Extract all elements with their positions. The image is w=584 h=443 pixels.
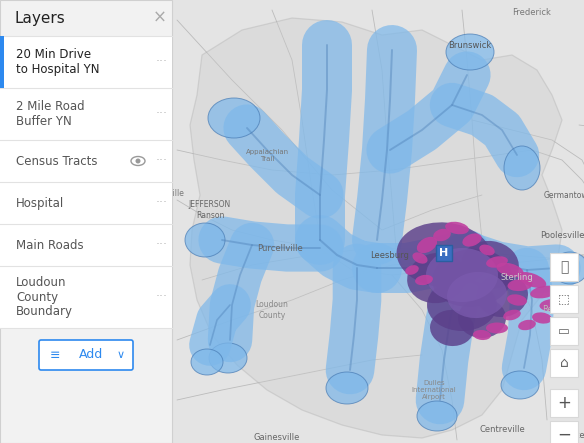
Text: Loudoun
County
Boundary: Loudoun County Boundary (16, 276, 73, 319)
Ellipse shape (463, 233, 482, 247)
Text: Frederick: Frederick (513, 8, 551, 16)
Ellipse shape (417, 401, 457, 431)
Ellipse shape (405, 265, 419, 275)
FancyBboxPatch shape (550, 317, 578, 345)
Text: 2 Mile Road
Buffer YN: 2 Mile Road Buffer YN (16, 100, 85, 128)
Ellipse shape (461, 241, 519, 289)
FancyBboxPatch shape (0, 266, 172, 328)
Ellipse shape (326, 372, 368, 404)
Ellipse shape (496, 263, 524, 277)
Ellipse shape (530, 286, 558, 299)
Text: Germantow: Germantow (544, 190, 584, 199)
FancyBboxPatch shape (0, 36, 172, 88)
Ellipse shape (412, 253, 427, 264)
FancyBboxPatch shape (550, 253, 578, 281)
Text: Hospital: Hospital (16, 197, 64, 210)
FancyBboxPatch shape (0, 140, 172, 182)
Text: Layers: Layers (14, 11, 65, 26)
Ellipse shape (503, 310, 521, 320)
Text: Main Roads: Main Roads (16, 238, 84, 252)
Ellipse shape (426, 248, 498, 302)
Text: JEFFERSON
Ranson: JEFFERSON Ranson (189, 200, 231, 220)
Ellipse shape (446, 34, 494, 70)
Ellipse shape (209, 343, 247, 373)
FancyBboxPatch shape (0, 88, 172, 140)
Text: ···: ··· (156, 291, 168, 303)
Ellipse shape (507, 294, 527, 306)
Ellipse shape (532, 312, 552, 324)
Text: ×: × (153, 9, 167, 27)
Text: ville: ville (169, 189, 185, 198)
Ellipse shape (432, 249, 512, 307)
Ellipse shape (518, 320, 536, 330)
FancyBboxPatch shape (550, 285, 578, 313)
Text: ▭: ▭ (558, 325, 570, 338)
Text: ···: ··· (156, 108, 168, 120)
Ellipse shape (447, 272, 507, 318)
FancyBboxPatch shape (550, 421, 578, 443)
Text: Centreville: Centreville (479, 425, 525, 435)
Ellipse shape (407, 253, 467, 303)
Ellipse shape (433, 229, 451, 241)
Text: ⌂: ⌂ (559, 356, 568, 370)
Text: Reston: Reston (543, 306, 571, 315)
Text: Add: Add (79, 349, 103, 361)
FancyBboxPatch shape (39, 340, 133, 370)
Ellipse shape (476, 273, 528, 317)
Text: ···: ··· (156, 55, 168, 69)
Text: ···: ··· (156, 197, 168, 210)
Ellipse shape (185, 223, 225, 257)
Ellipse shape (208, 98, 260, 138)
Text: Census Tracts: Census Tracts (16, 155, 98, 167)
Text: ≡: ≡ (50, 349, 60, 361)
Ellipse shape (397, 222, 491, 288)
Ellipse shape (135, 159, 141, 163)
Text: H: H (439, 248, 449, 258)
Text: Brunswick: Brunswick (449, 40, 492, 50)
Ellipse shape (473, 330, 491, 340)
Ellipse shape (415, 275, 433, 285)
FancyBboxPatch shape (0, 182, 172, 224)
Text: −: − (557, 426, 571, 443)
Ellipse shape (479, 245, 495, 256)
FancyBboxPatch shape (550, 389, 578, 417)
Text: ···: ··· (156, 238, 168, 252)
Text: Purcellville: Purcellville (257, 244, 303, 253)
Ellipse shape (191, 349, 223, 375)
Text: Leesburg: Leesburg (371, 250, 409, 260)
Ellipse shape (417, 237, 437, 253)
Text: 20 Min Drive
to Hospital YN: 20 Min Drive to Hospital YN (16, 48, 99, 76)
Ellipse shape (486, 323, 508, 334)
Ellipse shape (486, 256, 508, 268)
Text: Gainesville: Gainesville (254, 434, 300, 443)
Ellipse shape (540, 299, 565, 311)
Text: ···: ··· (156, 155, 168, 167)
Text: ⬚: ⬚ (558, 292, 570, 306)
Ellipse shape (518, 272, 546, 288)
Ellipse shape (430, 310, 474, 346)
Ellipse shape (552, 252, 584, 284)
Ellipse shape (458, 298, 506, 338)
Text: ∨: ∨ (117, 350, 125, 360)
FancyBboxPatch shape (0, 224, 172, 266)
FancyBboxPatch shape (0, 36, 4, 88)
Text: Appalachian
Trail: Appalachian Trail (245, 148, 288, 162)
FancyBboxPatch shape (0, 0, 172, 443)
Text: Loudoun
County: Loudoun County (256, 300, 288, 320)
FancyBboxPatch shape (550, 349, 578, 377)
Ellipse shape (445, 222, 469, 234)
Text: Sterling: Sterling (500, 273, 533, 283)
Text: Poolesville: Poolesville (540, 230, 584, 240)
Text: Dulles
International
Airport: Dulles International Airport (412, 380, 456, 400)
Ellipse shape (501, 371, 539, 399)
Text: 🔍: 🔍 (560, 260, 568, 274)
Text: Burke: Burke (559, 431, 584, 439)
Ellipse shape (427, 279, 497, 331)
Polygon shape (190, 18, 562, 438)
Text: +: + (557, 394, 571, 412)
Ellipse shape (504, 146, 540, 190)
Ellipse shape (507, 279, 533, 291)
